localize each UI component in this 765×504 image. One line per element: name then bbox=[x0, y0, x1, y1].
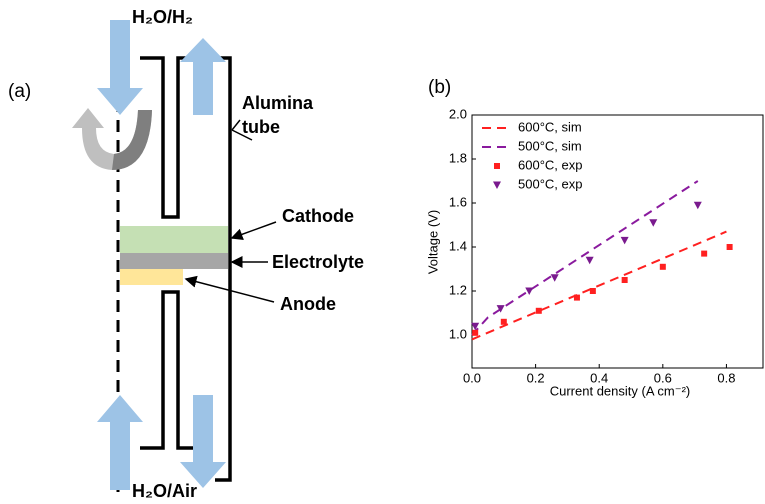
x-tick-label: 0.8 bbox=[717, 370, 735, 385]
anode-layer bbox=[120, 269, 183, 285]
flow-arrow bbox=[180, 395, 226, 488]
y-tick-label: 1.0 bbox=[449, 326, 467, 341]
data-point bbox=[574, 295, 580, 301]
tube-label: Alumina bbox=[242, 93, 314, 113]
chart: (b) Current density (A cm⁻²) Voltage (V)… bbox=[425, 77, 763, 398]
sim-line bbox=[472, 181, 698, 335]
data-point bbox=[525, 288, 533, 296]
data-point bbox=[501, 319, 507, 325]
data-point bbox=[621, 237, 629, 245]
flow-arrow bbox=[97, 395, 143, 490]
layer-label: Cathode bbox=[282, 206, 354, 226]
data-point bbox=[694, 202, 702, 210]
y-tick-label: 1.8 bbox=[449, 150, 467, 165]
x-tick-label: 0.6 bbox=[654, 370, 672, 385]
panel-label: (b) bbox=[428, 77, 451, 98]
x-tick-label: 0.0 bbox=[463, 370, 481, 385]
x-tick-label: 0.4 bbox=[590, 370, 608, 385]
data-point bbox=[586, 257, 594, 265]
y-axis-label: Voltage (V) bbox=[425, 210, 440, 274]
layer-label: Electrolyte bbox=[272, 252, 364, 272]
inlet-label: H₂O/Air bbox=[132, 481, 197, 501]
data-point bbox=[727, 244, 733, 250]
data-point bbox=[472, 330, 478, 336]
y-tick-label: 1.2 bbox=[449, 282, 467, 297]
panel-label: (a) bbox=[8, 81, 31, 102]
inlet-label: H₂O/H₂ bbox=[132, 7, 193, 27]
x-axis-label: Current density (A cm⁻²) bbox=[550, 383, 691, 398]
data-point bbox=[649, 219, 657, 227]
flow-arrow bbox=[97, 20, 143, 115]
y-tick-label: 2.0 bbox=[449, 106, 467, 121]
cathode-layer bbox=[120, 226, 228, 253]
plot-frame bbox=[472, 115, 763, 368]
legend-label: 600°C, sim bbox=[518, 119, 582, 134]
y-tick-label: 1.4 bbox=[449, 238, 467, 253]
layer-label: Anode bbox=[280, 294, 336, 314]
flow-arrow bbox=[180, 38, 226, 115]
legend-label: 500°C, sim bbox=[518, 138, 582, 153]
sim-line bbox=[472, 232, 726, 340]
data-point bbox=[622, 277, 628, 283]
x-tick-label: 0.2 bbox=[527, 370, 545, 385]
diagram: (a) H₂O/H₂ H₂O/Air Alumina tube Cathode … bbox=[8, 7, 364, 501]
legend-label: 500°C, exp bbox=[518, 176, 582, 191]
legend-swatch bbox=[494, 163, 500, 169]
electrolyte-layer bbox=[120, 253, 228, 269]
y-tick-label: 1.6 bbox=[449, 194, 467, 209]
data-point bbox=[660, 264, 666, 270]
figure: (a) H₂O/H₂ H₂O/Air Alumina tube Cathode … bbox=[0, 0, 765, 504]
data-point bbox=[590, 288, 596, 294]
data-point bbox=[536, 308, 542, 314]
legend-swatch bbox=[493, 182, 501, 190]
data-point bbox=[701, 251, 707, 257]
tube-label: tube bbox=[242, 117, 280, 137]
pointer bbox=[232, 222, 276, 238]
legend-label: 600°C, exp bbox=[518, 157, 582, 172]
data-point bbox=[551, 274, 559, 282]
